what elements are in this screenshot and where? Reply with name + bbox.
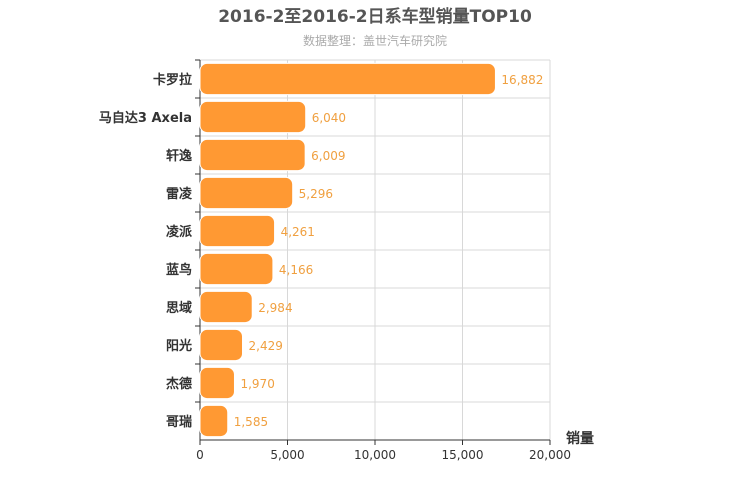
x-tick-label: 5,000	[270, 448, 304, 462]
x-tick-label: 15,000	[442, 448, 484, 462]
x-tick-label: 10,000	[354, 448, 396, 462]
data-label: 4,261	[281, 225, 315, 239]
bar	[199, 214, 276, 248]
category-label: 雷凌	[166, 186, 193, 202]
chart-subtitle: 数据整理：盖世汽车研究院	[303, 33, 447, 48]
category-label: 轩逸	[166, 148, 192, 164]
bar	[199, 404, 229, 438]
bar	[199, 176, 294, 210]
labels-layer: 0 5,000 10,000 15,000 20,000 卡罗拉 16,882 马自达3 Ax…	[99, 72, 571, 462]
category-label: 思域	[166, 300, 192, 316]
bar	[199, 252, 274, 286]
data-label: 6,009	[311, 149, 345, 163]
data-label: 2,429	[249, 339, 283, 353]
bar	[199, 100, 307, 134]
bars-layer	[199, 62, 496, 438]
chart-title: 2016-2至2016-2日系车型销量TOP10	[218, 6, 532, 27]
data-label: 2,984	[258, 301, 292, 315]
category-label: 凌派	[166, 224, 193, 240]
category-label: 蓝鸟	[166, 262, 192, 278]
data-label: 1,585	[234, 415, 268, 429]
x-tick-label: 0	[196, 448, 204, 462]
bar	[199, 62, 496, 96]
data-label: 4,166	[279, 263, 313, 277]
x-tick-label: 20,000	[529, 448, 571, 462]
x-axis-title: 销量	[566, 430, 594, 447]
category-label: 哥瑞	[166, 414, 192, 430]
bar	[199, 366, 235, 400]
grid-layer	[195, 59, 551, 445]
data-label: 16,882	[501, 73, 543, 87]
data-label: 6,040	[312, 111, 346, 125]
bar	[199, 290, 253, 324]
category-label: 杰德	[166, 376, 192, 392]
category-label: 阳光	[166, 338, 192, 354]
category-label: 马自达3 Axela	[99, 110, 192, 126]
category-label: 卡罗拉	[153, 72, 192, 88]
data-label: 1,970	[240, 377, 274, 391]
bar	[199, 328, 244, 362]
data-label: 5,296	[299, 187, 333, 201]
bar	[199, 138, 306, 172]
